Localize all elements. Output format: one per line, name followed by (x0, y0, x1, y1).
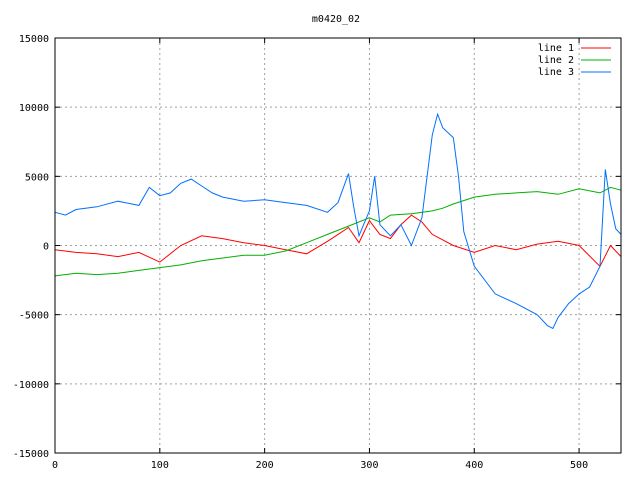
y-tick-label: -10000 (13, 380, 49, 391)
x-tick-label: 100 (151, 460, 169, 471)
x-tick-label: 400 (465, 460, 483, 471)
y-tick-label: 0 (43, 242, 49, 253)
x-tick-label: 200 (256, 460, 274, 471)
legend-label-1: line 1 (538, 43, 574, 54)
y-tick-label: 10000 (19, 103, 49, 114)
y-tick-label: -15000 (13, 449, 49, 460)
grid-lines (55, 38, 621, 453)
series-lines (54, 112, 622, 330)
legend-label-2: line 2 (538, 55, 574, 66)
x-tick-label: 300 (360, 460, 378, 471)
x-tick-label: 0 (52, 460, 58, 471)
chart-title: m0420_02 (312, 14, 360, 25)
y-tick-label: -5000 (19, 311, 49, 322)
series-line-2 (54, 186, 622, 277)
x-tick-label: 500 (570, 460, 588, 471)
y-tick-label: 15000 (19, 34, 49, 45)
y-tick-label: 5000 (25, 172, 49, 183)
legend-label-3: line 3 (538, 67, 574, 78)
axis-ticks: 0 100 200 300 400 500 -15000 -10000 -5000 0 5000 10… (13, 34, 621, 471)
series-line-3 (54, 112, 622, 330)
series-line-1 (54, 214, 622, 268)
